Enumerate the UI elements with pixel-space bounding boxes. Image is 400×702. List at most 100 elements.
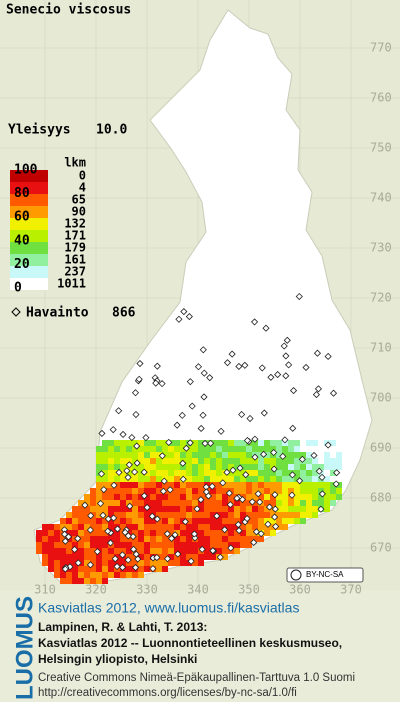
cell xyxy=(222,464,228,470)
observation-label: Havainto xyxy=(26,306,89,321)
cell xyxy=(288,488,294,494)
cell xyxy=(156,566,162,572)
cell xyxy=(294,506,300,512)
cell xyxy=(306,482,312,488)
observation-marker xyxy=(283,336,291,344)
atlas-link[interactable]: Kasviatlas 2012, www.luomus.fi/kasviatla… xyxy=(38,600,299,616)
cell xyxy=(336,482,342,488)
cell xyxy=(36,530,42,536)
y-tick-label: 740 xyxy=(370,191,392,205)
cell xyxy=(114,440,120,446)
cell xyxy=(78,542,84,548)
cell xyxy=(156,542,162,548)
observation-marker xyxy=(133,459,141,467)
observation-marker xyxy=(270,465,278,473)
cell xyxy=(108,494,114,500)
cell xyxy=(156,560,162,566)
cell xyxy=(150,500,156,506)
cell xyxy=(138,554,144,560)
cell xyxy=(162,536,168,542)
cell xyxy=(282,524,288,530)
observation-marker xyxy=(143,503,151,512)
observation-marker xyxy=(226,501,234,509)
observation-marker xyxy=(193,505,201,513)
cell xyxy=(330,470,336,476)
cell xyxy=(204,464,210,470)
cell xyxy=(102,578,108,584)
cell xyxy=(108,452,114,458)
cell xyxy=(216,530,222,536)
cell xyxy=(48,542,54,548)
observation-marker xyxy=(280,342,288,350)
cell xyxy=(336,452,342,458)
cell xyxy=(228,446,234,452)
observation-marker xyxy=(181,518,189,526)
y-tick-label: 760 xyxy=(370,91,392,105)
cell xyxy=(150,494,156,500)
cell xyxy=(252,524,258,530)
cell xyxy=(72,572,78,578)
cell xyxy=(252,488,258,494)
observation-marker xyxy=(123,467,131,475)
cell xyxy=(336,476,342,482)
observation-marker xyxy=(124,532,132,540)
cell xyxy=(300,476,306,482)
observation-marker xyxy=(126,502,134,510)
cell xyxy=(126,566,132,572)
cell xyxy=(252,464,258,470)
observation-marker xyxy=(148,512,156,520)
cell xyxy=(42,524,48,530)
observation-marker xyxy=(106,539,115,547)
observation-marker xyxy=(236,464,244,472)
cell xyxy=(42,536,48,542)
cell xyxy=(126,548,132,554)
cell xyxy=(150,536,156,542)
legend-count: 171 xyxy=(64,229,86,243)
observation-marker xyxy=(182,444,190,452)
observation-marker xyxy=(216,553,224,561)
cell xyxy=(138,452,144,458)
cell xyxy=(234,464,240,470)
cell xyxy=(270,518,276,524)
cell xyxy=(120,500,126,506)
cell xyxy=(186,500,192,506)
cell xyxy=(204,524,210,530)
cell xyxy=(270,512,276,518)
cell xyxy=(48,524,54,530)
observation-marker xyxy=(171,531,179,539)
cell xyxy=(264,506,270,512)
cell xyxy=(96,458,102,464)
cell xyxy=(288,446,294,452)
cell xyxy=(180,440,186,446)
legend-scale-label: 80 xyxy=(14,186,30,201)
y-tick-label: 750 xyxy=(370,141,392,155)
cell xyxy=(132,518,138,524)
cell xyxy=(156,524,162,530)
cell xyxy=(132,542,138,548)
license-url[interactable]: http://creativecommons.org/licenses/by-n… xyxy=(38,687,297,699)
cell xyxy=(168,452,174,458)
cell xyxy=(210,536,216,542)
cell xyxy=(204,554,210,560)
cell xyxy=(156,512,162,518)
observation-marker xyxy=(131,389,140,397)
cell xyxy=(204,512,210,518)
cell xyxy=(318,494,324,500)
cell xyxy=(120,440,126,446)
cell xyxy=(168,512,174,518)
observation-marker xyxy=(159,487,167,495)
cell xyxy=(114,494,120,500)
cell xyxy=(306,464,312,470)
cell xyxy=(168,524,174,530)
cell xyxy=(216,524,222,530)
cell xyxy=(246,476,252,482)
legend-scale-label: 60 xyxy=(14,210,30,225)
cell xyxy=(240,464,246,470)
cell xyxy=(102,500,108,506)
legend-swatch xyxy=(10,242,48,254)
observation-marker xyxy=(288,471,297,479)
cell xyxy=(198,560,204,566)
cell xyxy=(186,554,192,560)
cell xyxy=(204,470,210,476)
cell xyxy=(306,470,312,476)
